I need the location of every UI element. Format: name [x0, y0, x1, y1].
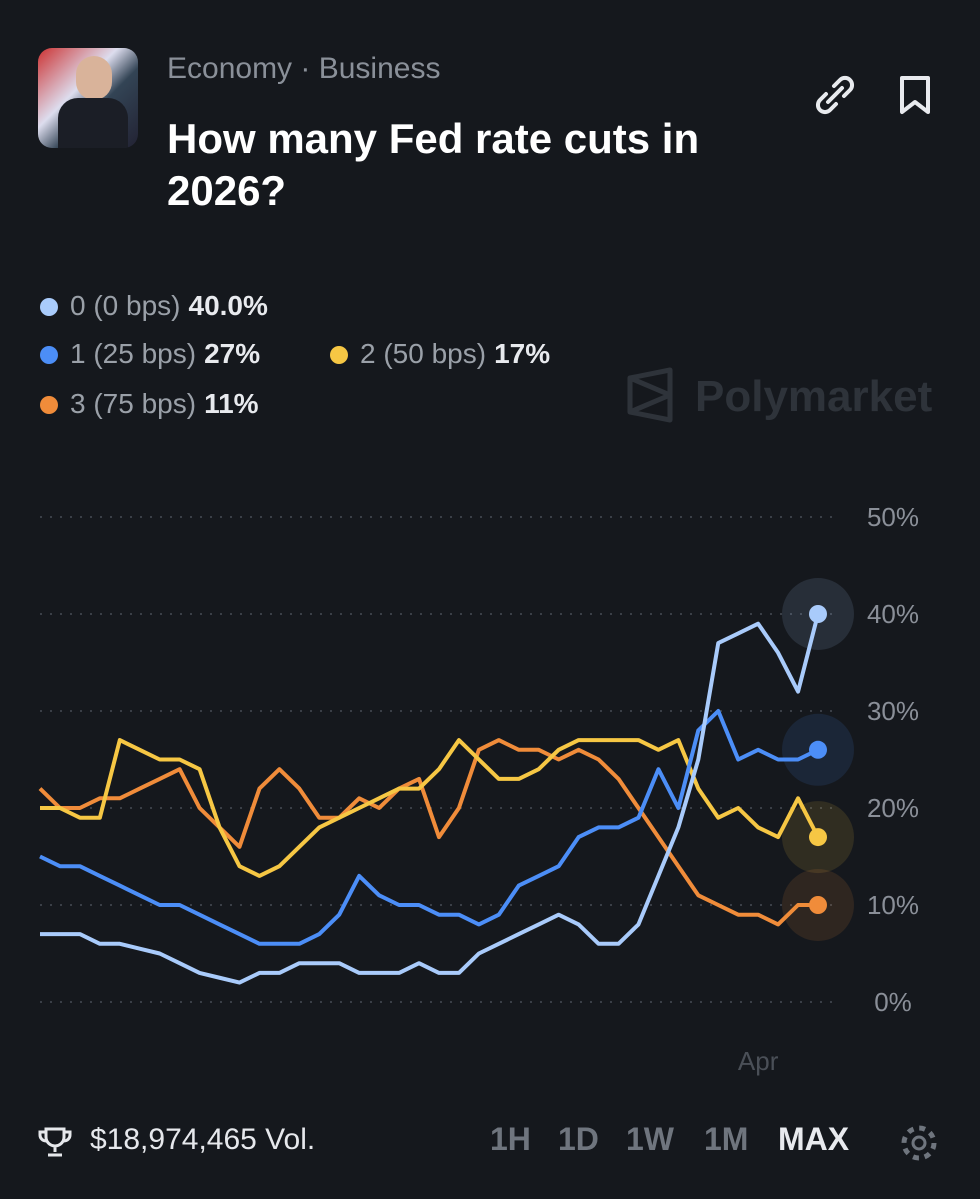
legend-item: 0 (0 bps) 40.0%	[40, 290, 268, 322]
range-button[interactable]: 1D	[558, 1121, 599, 1157]
legend-name: 3 (75 bps)	[70, 388, 197, 419]
category[interactable]: Economy	[167, 52, 293, 85]
market-image	[38, 48, 138, 148]
bookmark-icon[interactable]	[900, 76, 930, 114]
y-tick-label: 30%	[867, 696, 919, 726]
legend-name: 0 (0 bps)	[70, 290, 181, 321]
title: How many Fed rate cuts in 2026?	[167, 115, 700, 214]
legend-dot	[330, 346, 348, 364]
y-tick-label: 40%	[867, 599, 919, 629]
series-line	[39, 709, 819, 946]
legend-value: 17%	[494, 338, 551, 369]
end-dot	[809, 740, 827, 759]
legend-name: 1 (25 bps)	[70, 338, 197, 369]
watermark: Polymarket	[695, 372, 933, 421]
categories: Economy · Business	[167, 52, 441, 85]
settings-icon[interactable]	[898, 1122, 940, 1164]
legend-dot	[40, 346, 58, 364]
legend-item: 2 (50 bps) 17%	[330, 338, 550, 370]
chart: 0% 10% 20% 30% 40% 50% Apr	[38, 502, 919, 1076]
series-line	[40, 613, 820, 985]
end-dot	[809, 896, 827, 914]
y-tick-label: 20%	[867, 793, 919, 823]
end-dot	[809, 605, 827, 623]
x-tick-label: Apr	[738, 1046, 779, 1076]
range-button[interactable]: MAX	[778, 1121, 850, 1157]
trophy-icon	[38, 1127, 72, 1157]
legend-item: 3 (75 bps) 11%	[40, 388, 259, 420]
legend-dot	[40, 396, 58, 414]
y-tick-label: 0%	[874, 987, 912, 1017]
range-button[interactable]: 1W	[626, 1121, 674, 1157]
volume: $18,974,465 Vol.	[90, 1123, 316, 1156]
range-button[interactable]: 1M	[704, 1121, 749, 1157]
legend-item: 1 (25 bps) 27%	[40, 338, 260, 370]
legend-value: 27%	[204, 338, 261, 369]
range-button[interactable]: 1H	[490, 1121, 531, 1157]
end-dot	[809, 828, 827, 847]
legend-name: 2 (50 bps)	[360, 338, 487, 369]
logo	[627, 367, 673, 423]
y-tick-label: 10%	[867, 890, 919, 920]
legend-dot	[40, 298, 58, 316]
y-tick-label: 50%	[867, 502, 919, 532]
link-icon[interactable]	[815, 75, 855, 115]
series-line	[38, 738, 818, 927]
legend-value: 40.0%	[188, 290, 268, 321]
category[interactable]: Business	[318, 52, 441, 85]
legend-value: 11%	[204, 388, 259, 419]
actions	[815, 75, 930, 115]
